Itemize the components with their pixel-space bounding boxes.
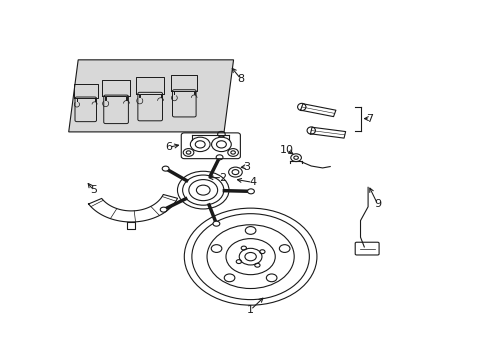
Text: 6: 6 <box>165 142 172 152</box>
Circle shape <box>247 189 254 194</box>
Circle shape <box>216 155 223 160</box>
Circle shape <box>213 221 220 226</box>
Text: 10: 10 <box>279 145 293 155</box>
Text: 7: 7 <box>366 114 373 123</box>
Circle shape <box>162 166 169 171</box>
Text: 9: 9 <box>373 199 380 209</box>
Circle shape <box>160 207 167 212</box>
Text: 1: 1 <box>246 305 254 315</box>
Text: 5: 5 <box>90 185 97 195</box>
Text: 8: 8 <box>237 74 244 84</box>
Text: 4: 4 <box>248 177 256 187</box>
Text: 2: 2 <box>218 173 225 183</box>
Text: 3: 3 <box>243 162 250 172</box>
Polygon shape <box>68 60 233 132</box>
